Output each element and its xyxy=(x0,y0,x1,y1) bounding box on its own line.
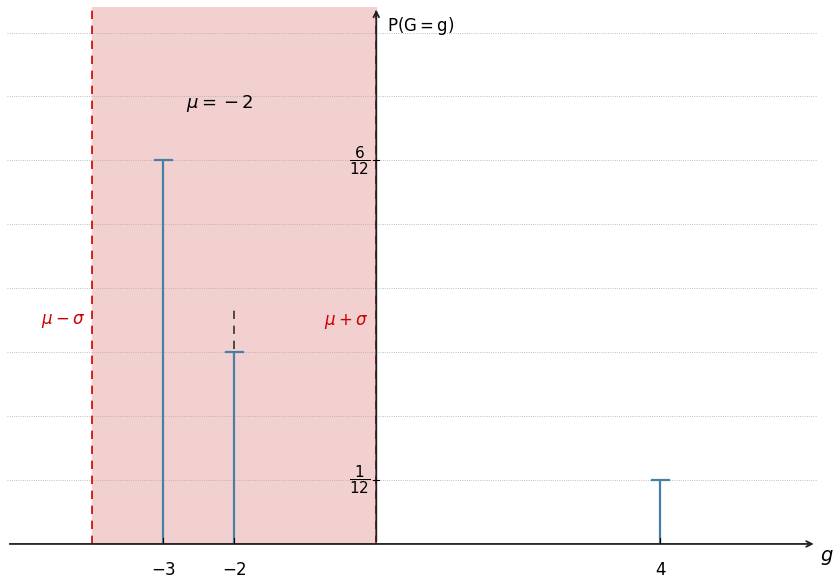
Text: $-2$: $-2$ xyxy=(222,561,247,579)
Text: $-3$: $-3$ xyxy=(150,561,176,579)
Text: $\mathrm{P(G = g)}$: $\mathrm{P(G = g)}$ xyxy=(387,15,454,37)
Text: $4$: $4$ xyxy=(654,561,666,579)
Text: $\dfrac{1}{12}$: $\dfrac{1}{12}$ xyxy=(349,463,370,496)
Text: $\mu = -2$: $\mu = -2$ xyxy=(186,93,254,114)
Text: $\dfrac{6}{12}$: $\dfrac{6}{12}$ xyxy=(349,144,370,177)
Text: $g$: $g$ xyxy=(820,548,834,567)
Text: $\mu - \sigma$: $\mu - \sigma$ xyxy=(41,312,85,331)
Text: $\mu + \sigma$: $\mu + \sigma$ xyxy=(323,312,368,331)
